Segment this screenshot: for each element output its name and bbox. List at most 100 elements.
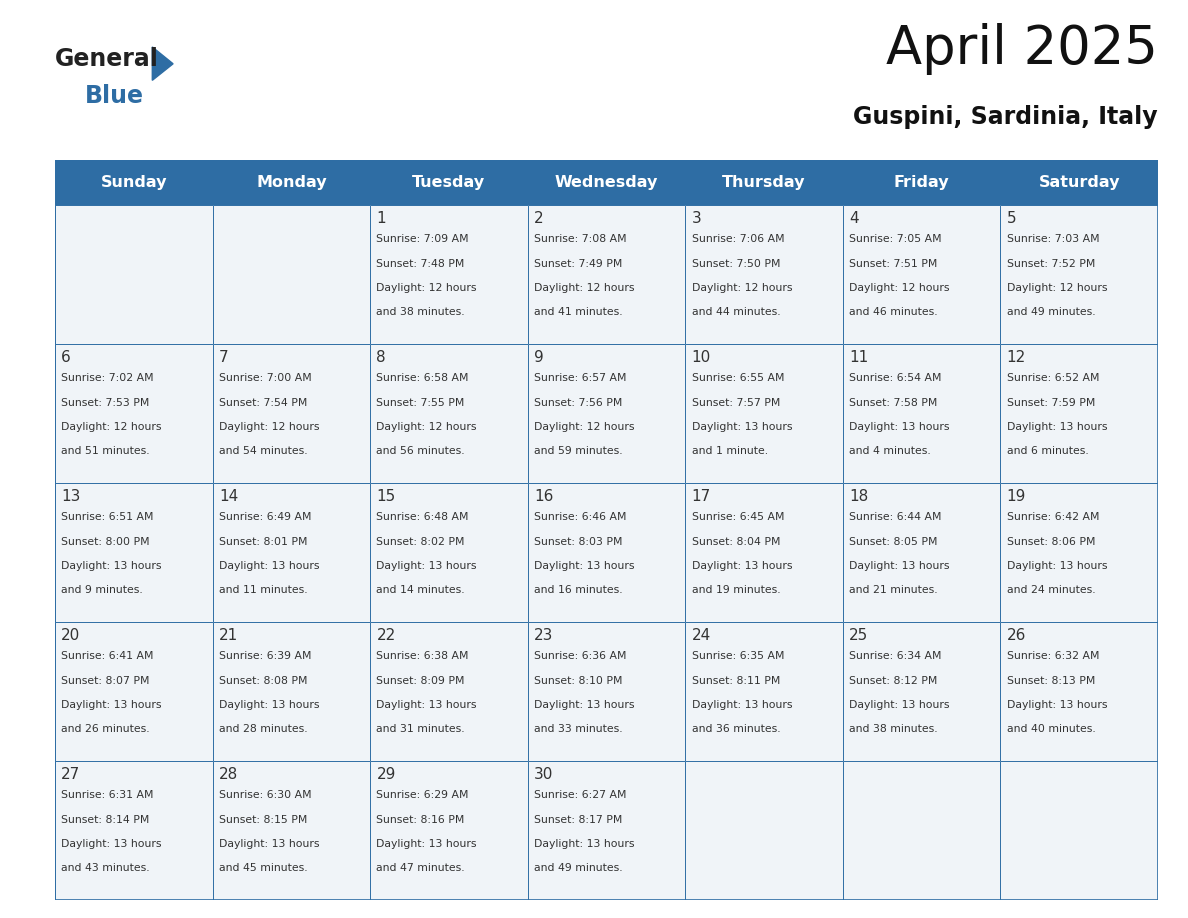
Text: and 38 minutes.: and 38 minutes. (377, 308, 465, 317)
Text: Daylight: 13 hours: Daylight: 13 hours (62, 700, 162, 710)
Text: Sunset: 8:14 PM: Sunset: 8:14 PM (62, 814, 150, 824)
Text: 3: 3 (691, 210, 701, 226)
Text: 25: 25 (849, 628, 868, 643)
Text: Sunrise: 6:45 AM: Sunrise: 6:45 AM (691, 512, 784, 522)
Text: and 46 minutes.: and 46 minutes. (849, 308, 937, 317)
Text: and 31 minutes.: and 31 minutes. (377, 724, 465, 734)
Text: 30: 30 (535, 767, 554, 781)
Text: Sunrise: 6:32 AM: Sunrise: 6:32 AM (1006, 651, 1099, 661)
Text: 29: 29 (377, 767, 396, 781)
Text: Sunset: 8:13 PM: Sunset: 8:13 PM (1006, 676, 1095, 686)
Text: and 40 minutes.: and 40 minutes. (1006, 724, 1095, 734)
Text: Daylight: 12 hours: Daylight: 12 hours (377, 422, 476, 431)
Text: Sunset: 7:51 PM: Sunset: 7:51 PM (849, 259, 937, 268)
Text: and 59 minutes.: and 59 minutes. (535, 446, 623, 456)
Text: Sunset: 8:11 PM: Sunset: 8:11 PM (691, 676, 781, 686)
Text: Sunrise: 6:27 AM: Sunrise: 6:27 AM (535, 790, 626, 800)
Text: and 14 minutes.: and 14 minutes. (377, 585, 465, 595)
Text: Sunrise: 7:03 AM: Sunrise: 7:03 AM (1006, 234, 1099, 244)
Text: Tuesday: Tuesday (412, 175, 486, 190)
Text: Sunrise: 6:39 AM: Sunrise: 6:39 AM (219, 651, 311, 661)
Text: Sunrise: 6:34 AM: Sunrise: 6:34 AM (849, 651, 942, 661)
Text: Wednesday: Wednesday (555, 175, 658, 190)
Text: Sunset: 7:59 PM: Sunset: 7:59 PM (1006, 397, 1095, 408)
Text: 20: 20 (62, 628, 81, 643)
Text: Daylight: 13 hours: Daylight: 13 hours (849, 700, 949, 710)
Text: Sunset: 8:12 PM: Sunset: 8:12 PM (849, 676, 937, 686)
Text: Saturday: Saturday (1038, 175, 1120, 190)
Text: Sunset: 7:53 PM: Sunset: 7:53 PM (62, 397, 150, 408)
Text: 9: 9 (535, 350, 544, 364)
Text: Daylight: 12 hours: Daylight: 12 hours (219, 422, 320, 431)
Text: Daylight: 12 hours: Daylight: 12 hours (1006, 283, 1107, 293)
Text: and 49 minutes.: and 49 minutes. (535, 863, 623, 873)
Text: and 33 minutes.: and 33 minutes. (535, 724, 623, 734)
Text: Daylight: 13 hours: Daylight: 13 hours (62, 561, 162, 571)
Text: 27: 27 (62, 767, 81, 781)
Text: and 51 minutes.: and 51 minutes. (62, 446, 150, 456)
Text: Sunset: 7:55 PM: Sunset: 7:55 PM (377, 397, 465, 408)
Text: Sunrise: 6:49 AM: Sunrise: 6:49 AM (219, 512, 311, 522)
Text: Daylight: 12 hours: Daylight: 12 hours (849, 283, 949, 293)
Text: Sunrise: 7:09 AM: Sunrise: 7:09 AM (377, 234, 469, 244)
Text: and 36 minutes.: and 36 minutes. (691, 724, 781, 734)
Text: Sunrise: 6:41 AM: Sunrise: 6:41 AM (62, 651, 153, 661)
Text: 6: 6 (62, 350, 71, 364)
Text: and 16 minutes.: and 16 minutes. (535, 585, 623, 595)
Text: Daylight: 13 hours: Daylight: 13 hours (219, 839, 320, 849)
Text: Sunrise: 7:05 AM: Sunrise: 7:05 AM (849, 234, 942, 244)
Polygon shape (152, 47, 173, 81)
Text: and 9 minutes.: and 9 minutes. (62, 585, 143, 595)
Text: and 1 minute.: and 1 minute. (691, 446, 767, 456)
Text: Sunset: 8:02 PM: Sunset: 8:02 PM (377, 536, 465, 546)
Text: and 38 minutes.: and 38 minutes. (849, 724, 937, 734)
Text: 10: 10 (691, 350, 710, 364)
Text: Sunset: 8:04 PM: Sunset: 8:04 PM (691, 536, 781, 546)
Text: Sunrise: 6:54 AM: Sunrise: 6:54 AM (849, 374, 942, 383)
Text: Sunrise: 6:57 AM: Sunrise: 6:57 AM (535, 374, 626, 383)
Text: 21: 21 (219, 628, 238, 643)
Text: Sunset: 7:54 PM: Sunset: 7:54 PM (219, 397, 308, 408)
Text: Sunrise: 6:31 AM: Sunrise: 6:31 AM (62, 790, 153, 800)
Text: and 41 minutes.: and 41 minutes. (535, 308, 623, 317)
Text: Monday: Monday (257, 175, 327, 190)
Text: Sunrise: 6:46 AM: Sunrise: 6:46 AM (535, 512, 626, 522)
Text: General: General (55, 47, 159, 71)
Text: Sunset: 7:56 PM: Sunset: 7:56 PM (535, 397, 623, 408)
Text: Sunrise: 6:29 AM: Sunrise: 6:29 AM (377, 790, 469, 800)
Text: Daylight: 13 hours: Daylight: 13 hours (62, 839, 162, 849)
Text: Sunrise: 6:48 AM: Sunrise: 6:48 AM (377, 512, 469, 522)
Text: Sunset: 8:05 PM: Sunset: 8:05 PM (849, 536, 937, 546)
Text: 24: 24 (691, 628, 710, 643)
Text: Sunrise: 6:35 AM: Sunrise: 6:35 AM (691, 651, 784, 661)
Text: Daylight: 12 hours: Daylight: 12 hours (691, 283, 792, 293)
Text: Daylight: 13 hours: Daylight: 13 hours (849, 422, 949, 431)
Text: and 11 minutes.: and 11 minutes. (219, 585, 308, 595)
Text: Thursday: Thursday (722, 175, 805, 190)
Text: Sunset: 7:57 PM: Sunset: 7:57 PM (691, 397, 781, 408)
Text: Sunrise: 7:02 AM: Sunrise: 7:02 AM (62, 374, 154, 383)
Text: and 47 minutes.: and 47 minutes. (377, 863, 465, 873)
Text: Sunset: 8:15 PM: Sunset: 8:15 PM (219, 814, 308, 824)
Text: 17: 17 (691, 488, 710, 504)
Text: 14: 14 (219, 488, 238, 504)
Text: and 28 minutes.: and 28 minutes. (219, 724, 308, 734)
Text: Sunrise: 6:38 AM: Sunrise: 6:38 AM (377, 651, 469, 661)
Text: Daylight: 13 hours: Daylight: 13 hours (1006, 700, 1107, 710)
Text: Daylight: 13 hours: Daylight: 13 hours (377, 700, 476, 710)
Text: Sunset: 8:09 PM: Sunset: 8:09 PM (377, 676, 465, 686)
Text: 4: 4 (849, 210, 859, 226)
Text: 5: 5 (1006, 210, 1017, 226)
Text: Sunrise: 7:06 AM: Sunrise: 7:06 AM (691, 234, 784, 244)
Text: Sunset: 8:06 PM: Sunset: 8:06 PM (1006, 536, 1095, 546)
Text: Sunset: 8:08 PM: Sunset: 8:08 PM (219, 676, 308, 686)
Text: and 24 minutes.: and 24 minutes. (1006, 585, 1095, 595)
Text: 1: 1 (377, 210, 386, 226)
Text: Sunrise: 7:00 AM: Sunrise: 7:00 AM (219, 374, 311, 383)
Text: and 4 minutes.: and 4 minutes. (849, 446, 931, 456)
Text: Friday: Friday (893, 175, 949, 190)
Text: Sunrise: 6:58 AM: Sunrise: 6:58 AM (377, 374, 469, 383)
Text: and 6 minutes.: and 6 minutes. (1006, 446, 1088, 456)
Text: and 45 minutes.: and 45 minutes. (219, 863, 308, 873)
Text: April 2025: April 2025 (886, 23, 1158, 75)
